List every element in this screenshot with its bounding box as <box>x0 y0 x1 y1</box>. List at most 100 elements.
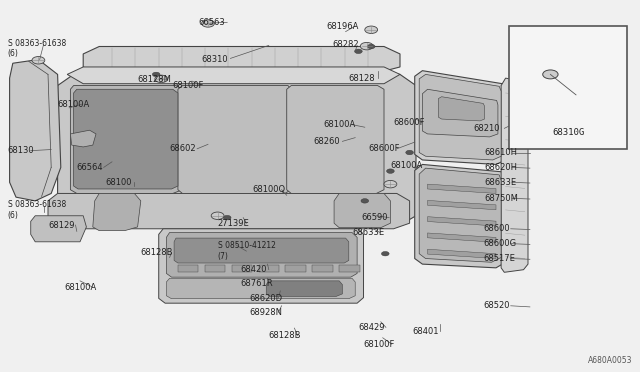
Text: 68100Q: 68100Q <box>253 185 286 194</box>
Text: 68210: 68210 <box>474 124 500 133</box>
Text: 66563: 66563 <box>198 18 225 27</box>
Bar <box>509 26 627 149</box>
Text: 68100A: 68100A <box>58 100 90 109</box>
Text: 68260: 68260 <box>314 137 340 146</box>
Polygon shape <box>10 60 61 201</box>
Polygon shape <box>93 193 141 231</box>
Text: 68128M: 68128M <box>138 76 172 84</box>
Text: 66590: 66590 <box>362 213 388 222</box>
Polygon shape <box>334 193 390 228</box>
Text: A680A0053: A680A0053 <box>588 356 632 365</box>
Polygon shape <box>74 89 178 189</box>
Text: 68600F: 68600F <box>394 118 425 127</box>
Text: 68196A: 68196A <box>326 22 359 31</box>
Polygon shape <box>31 216 86 242</box>
Text: 68128: 68128 <box>349 74 376 83</box>
Text: 27139E: 27139E <box>218 219 250 228</box>
Circle shape <box>361 199 369 203</box>
Text: 68633E: 68633E <box>352 228 384 237</box>
Polygon shape <box>205 265 225 272</box>
Text: 68100A: 68100A <box>323 120 355 129</box>
Polygon shape <box>159 229 364 303</box>
Text: 68282: 68282 <box>333 40 360 49</box>
Polygon shape <box>428 217 496 226</box>
Text: 68100A: 68100A <box>64 283 96 292</box>
Circle shape <box>543 70 558 79</box>
Polygon shape <box>312 265 333 272</box>
Polygon shape <box>70 86 182 193</box>
Polygon shape <box>287 86 384 193</box>
Polygon shape <box>83 46 400 74</box>
Circle shape <box>406 150 413 155</box>
Text: 68130: 68130 <box>8 146 35 155</box>
Circle shape <box>223 215 231 220</box>
Text: 68620H: 68620H <box>484 163 518 172</box>
Text: 68128B: 68128B <box>269 331 301 340</box>
Text: 68420: 68420 <box>240 265 266 274</box>
Polygon shape <box>178 86 291 193</box>
Text: 68100: 68100 <box>106 178 132 187</box>
Polygon shape <box>174 238 349 263</box>
Polygon shape <box>259 265 279 272</box>
Text: 68429: 68429 <box>358 323 385 332</box>
Text: 68129: 68129 <box>48 221 74 230</box>
Polygon shape <box>70 130 96 147</box>
Polygon shape <box>419 168 501 262</box>
Text: 68100F: 68100F <box>364 340 395 349</box>
Text: 68401: 68401 <box>413 327 439 336</box>
Text: 68600F: 68600F <box>368 144 399 153</box>
Text: 68620D: 68620D <box>250 294 283 303</box>
Polygon shape <box>438 97 484 121</box>
Polygon shape <box>419 74 501 160</box>
Circle shape <box>360 42 373 50</box>
Text: 68100F: 68100F <box>173 81 204 90</box>
Text: 68602: 68602 <box>170 144 196 153</box>
Text: 68750M: 68750M <box>484 194 518 203</box>
Polygon shape <box>48 193 410 229</box>
Text: 68600: 68600 <box>483 224 510 233</box>
Polygon shape <box>428 184 496 193</box>
Circle shape <box>211 212 224 219</box>
Polygon shape <box>178 265 198 272</box>
Circle shape <box>365 26 378 33</box>
Polygon shape <box>428 201 496 210</box>
Text: 68310: 68310 <box>202 55 228 64</box>
Text: 68610H: 68610H <box>484 148 518 157</box>
Polygon shape <box>422 89 498 137</box>
Text: 68928N: 68928N <box>250 308 283 317</box>
Polygon shape <box>266 281 342 296</box>
Polygon shape <box>339 265 360 272</box>
Polygon shape <box>166 232 357 277</box>
Circle shape <box>32 57 45 64</box>
Polygon shape <box>285 265 306 272</box>
Text: 66564: 66564 <box>77 163 104 172</box>
Text: S 08363-61638
(6): S 08363-61638 (6) <box>8 39 66 58</box>
Text: 68100A: 68100A <box>390 161 422 170</box>
Circle shape <box>155 75 168 83</box>
Polygon shape <box>501 78 528 272</box>
Polygon shape <box>415 164 506 268</box>
Circle shape <box>355 49 362 54</box>
Polygon shape <box>58 74 416 227</box>
Text: 68633E: 68633E <box>484 178 516 187</box>
Polygon shape <box>67 67 400 84</box>
Circle shape <box>202 20 214 27</box>
Text: 68128B: 68128B <box>141 248 173 257</box>
Circle shape <box>152 72 160 77</box>
Text: 68520: 68520 <box>483 301 509 310</box>
Text: S 08510-41212
(7): S 08510-41212 (7) <box>218 241 275 261</box>
Text: 68517E: 68517E <box>483 254 515 263</box>
Text: 68761R: 68761R <box>240 279 273 288</box>
Circle shape <box>384 180 397 188</box>
Text: 68310G: 68310G <box>552 128 584 137</box>
Circle shape <box>381 251 389 256</box>
Text: S 08363-61638
(6): S 08363-61638 (6) <box>8 201 66 220</box>
Polygon shape <box>232 265 252 272</box>
Text: 68600G: 68600G <box>483 239 516 248</box>
Polygon shape <box>428 249 496 259</box>
Polygon shape <box>166 278 355 299</box>
Polygon shape <box>428 233 496 242</box>
Circle shape <box>387 169 394 173</box>
Circle shape <box>367 44 375 49</box>
Polygon shape <box>415 71 506 164</box>
